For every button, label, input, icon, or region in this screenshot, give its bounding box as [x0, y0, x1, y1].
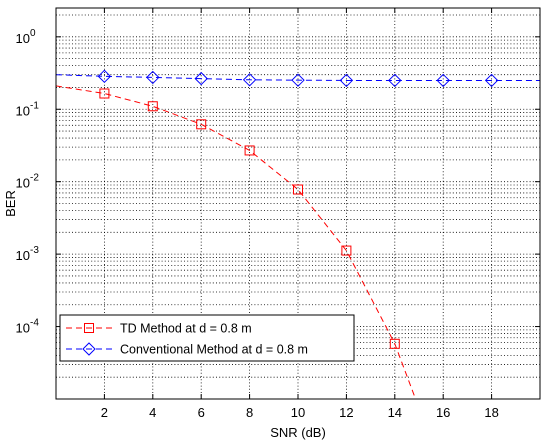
data-point-square	[389, 338, 400, 349]
x-tick-label: 6	[198, 405, 205, 420]
data-point-square	[196, 119, 207, 130]
x-tick-label: 18	[484, 405, 498, 420]
y-tick-label: 10	[16, 176, 30, 191]
y-tick-label: 10	[16, 103, 30, 118]
x-tick-label: 14	[388, 405, 402, 420]
data-point-square	[99, 88, 110, 99]
data-point-square	[147, 101, 158, 112]
y-tick-exponent: 0	[30, 28, 36, 39]
series-line	[56, 74, 540, 81]
data-point-diamond	[146, 70, 160, 85]
y-tick-exponent: -1	[30, 100, 39, 111]
data-point-diamond	[291, 73, 305, 87]
y-tick-exponent: -2	[30, 173, 39, 184]
x-tick-label: 4	[149, 405, 156, 420]
data-point-square	[244, 145, 255, 156]
y-tick-label: 10	[16, 248, 30, 263]
series-line	[56, 85, 417, 399]
data-point-square	[293, 184, 303, 195]
x-axis-title: SNR (dB)	[270, 425, 326, 440]
data-point-square	[84, 323, 94, 333]
data-point-square	[341, 245, 352, 256]
data-point-diamond	[82, 342, 96, 356]
series-1	[56, 85, 417, 399]
legend-item: TD Method at d = 0.8 m	[66, 322, 252, 336]
legend: TD Method at d = 0.8 m Conventional Metho…	[59, 314, 355, 362]
series-layer	[56, 69, 540, 399]
x-tick-label: 12	[339, 405, 353, 420]
y-tick-exponent: -4	[30, 318, 39, 329]
y-axis-title: BER	[3, 190, 18, 217]
x-tick-label: 2	[101, 405, 108, 420]
legend-item: Conventional Method at d = 0.8 m	[66, 342, 308, 357]
series-2	[56, 69, 540, 88]
legend-label: TD Method at d = 0.8 m	[120, 322, 252, 336]
x-tick-label: 16	[436, 405, 450, 420]
y-tick-exponent: -3	[30, 245, 39, 256]
legend-box	[59, 314, 355, 362]
y-tick-label: 10	[16, 31, 30, 46]
x-tick-label: 10	[291, 405, 305, 420]
y-tick-label: 10	[16, 321, 30, 336]
data-point-diamond	[194, 71, 208, 86]
data-point-diamond	[484, 73, 499, 88]
x-tick-label: 8	[246, 405, 253, 420]
data-point-diamond	[436, 73, 450, 88]
data-point-diamond	[97, 69, 112, 84]
legend-label: Conventional Method at d = 0.8 m	[120, 343, 308, 357]
data-point-diamond	[388, 73, 402, 88]
data-point-diamond	[339, 73, 354, 88]
data-point-diamond	[242, 73, 257, 87]
